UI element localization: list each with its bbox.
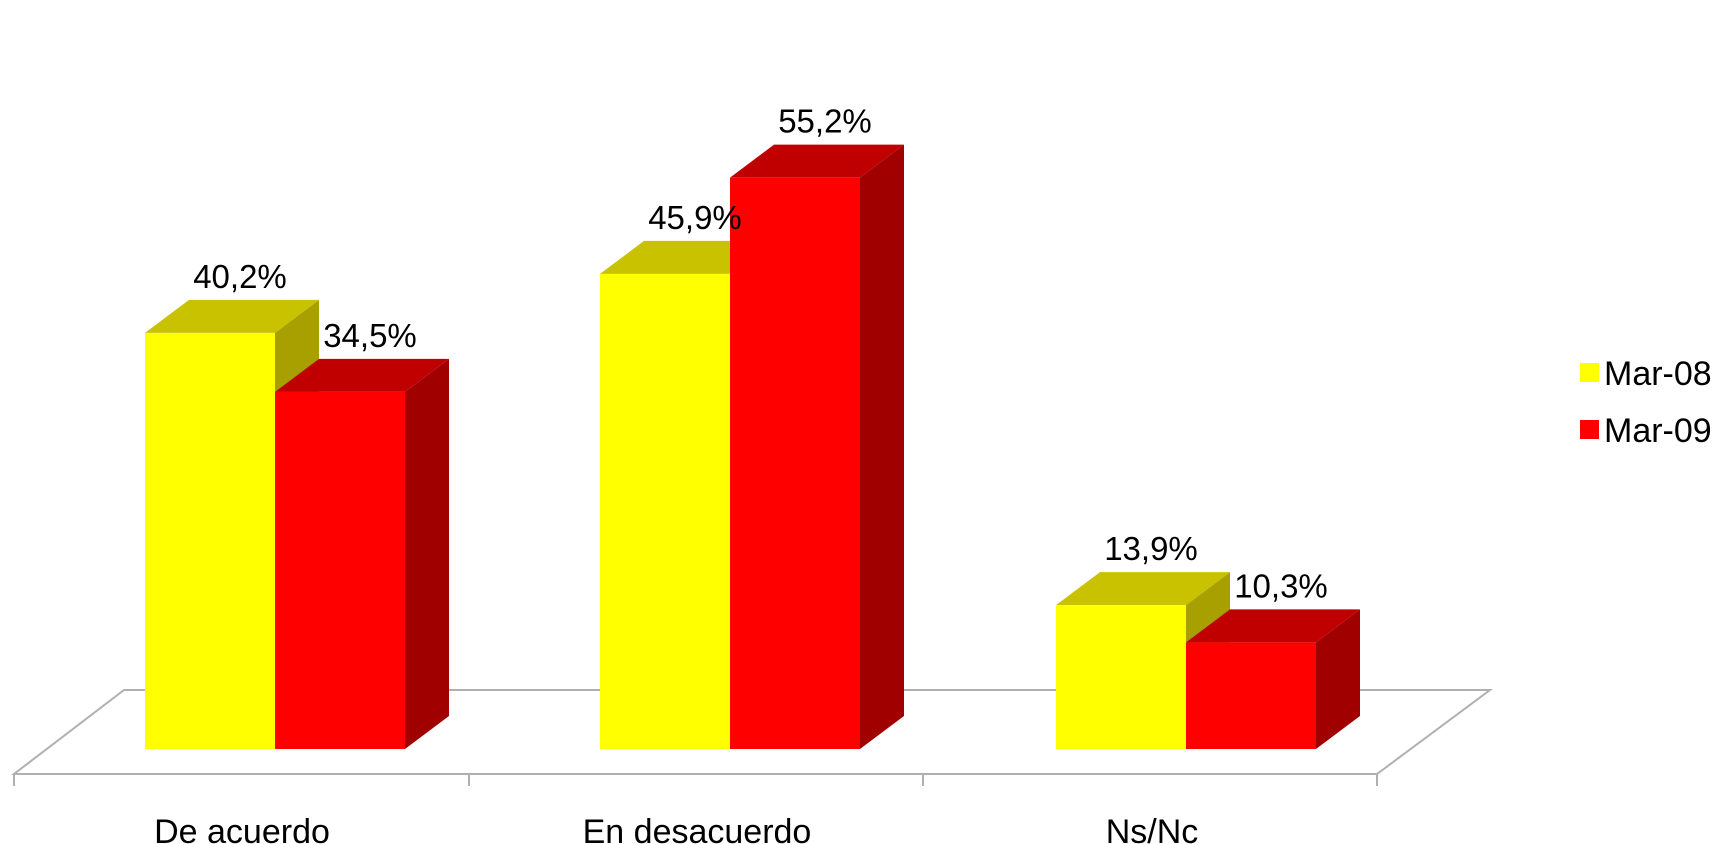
- bar-front: [730, 177, 860, 749]
- data-label-mar-08-de-acuerdo: 40,2%: [193, 258, 287, 295]
- bar-front: [275, 391, 405, 749]
- bar-mar-09-de-acuerdo: [275, 358, 449, 749]
- bar-side: [860, 144, 904, 749]
- legend-label-mar-09: Mar-09: [1604, 412, 1712, 450]
- bar-front: [1186, 642, 1316, 749]
- legend: Mar-08 Mar-09: [1580, 355, 1712, 450]
- legend-swatch-mar-09: [1580, 420, 1599, 439]
- bar-side: [405, 358, 449, 749]
- bar-top: [145, 299, 319, 333]
- bar-top: [1186, 609, 1360, 643]
- bar-front: [600, 273, 730, 749]
- category-label-ns-nc: Ns/Nc: [1106, 813, 1199, 844]
- bar-mar-09-en-desacuerdo: [730, 144, 904, 749]
- bar-mar-09-ns-nc: [1186, 609, 1360, 749]
- category-label-en-desacuerdo: En desacuerdo: [583, 813, 812, 844]
- bar-top: [275, 358, 449, 392]
- bar-side: [1316, 609, 1360, 749]
- data-label-mar-08-ns-nc: 13,9%: [1104, 530, 1198, 567]
- category-label-de-acuerdo: De acuerdo: [154, 813, 330, 844]
- bars-group: [145, 144, 1360, 749]
- bar-top: [730, 144, 904, 178]
- bar-top: [1056, 572, 1230, 606]
- bar-front: [1056, 605, 1186, 749]
- legend-item-mar-09: Mar-09: [1580, 412, 1712, 450]
- data-label-mar-08-en-desacuerdo: 45,9%: [648, 199, 742, 236]
- bar-front: [145, 332, 275, 749]
- legend-label-mar-08: Mar-08: [1604, 355, 1712, 393]
- data-labels-group: 40,2% 34,5% 45,9% 55,2% 13,9% 10,3%: [193, 103, 1328, 605]
- legend-item-mar-08: Mar-08: [1580, 355, 1712, 393]
- category-axis: De acuerdo En desacuerdo Ns/Nc: [13, 774, 1378, 844]
- data-label-mar-09-en-desacuerdo: 55,2%: [778, 103, 872, 140]
- data-label-mar-09-ns-nc: 10,3%: [1234, 567, 1328, 604]
- legend-swatch-mar-08: [1580, 363, 1599, 382]
- data-label-mar-09-de-acuerdo: 34,5%: [323, 317, 417, 354]
